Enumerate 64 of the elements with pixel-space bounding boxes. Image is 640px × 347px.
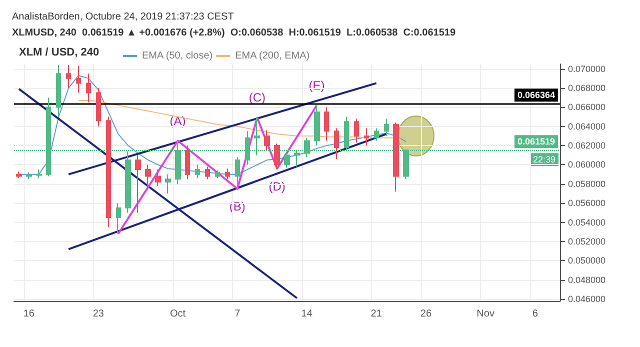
candlestick	[324, 106, 329, 142]
x-tick-label: 26	[420, 308, 432, 320]
x-tick-label: 7	[234, 308, 241, 320]
y-tick-label: 0.070000	[568, 64, 606, 74]
candlestick	[274, 143, 280, 170]
candlestick	[116, 202, 121, 234]
y-tick-label: 0.046000	[568, 294, 606, 304]
candlestick	[145, 164, 151, 186]
line-series	[117, 104, 318, 235]
text: XLMUSD, 240 0.061519 ▲ +0.001676 (+2.8%) O:0.060538 H:0.061519 L:0.060538 C:0.061519	[12, 28, 456, 38]
candlestick	[334, 128, 339, 160]
candlestick	[314, 104, 320, 146]
candlestick	[284, 152, 290, 168]
y-tick-label: 0.054000	[568, 217, 606, 228]
candlestick	[215, 170, 220, 179]
x-tick-label: 23	[92, 308, 104, 320]
chart-subtitle: AnalistaBorden, Octubre 24, 2019 21:37:23 CEST	[12, 12, 234, 22]
candlestick	[354, 118, 359, 144]
x-tick-label: Oct	[170, 308, 186, 320]
y-tick-label: 0.066000	[568, 102, 606, 112]
candlestick	[393, 122, 399, 192]
candlestick	[165, 174, 171, 194]
ref-line-label: 0.061519	[517, 136, 555, 147]
y-tick-label: 0.048000	[568, 274, 606, 285]
candlestick	[235, 156, 240, 190]
chart-title: XLM / USD, 240	[19, 46, 100, 58]
x-tick-label: 14	[301, 308, 313, 320]
candlestick	[66, 64, 71, 88]
y-tick-label: 0.058000	[568, 178, 606, 189]
candlestick	[16, 170, 22, 179]
annotation: 22:39	[533, 154, 556, 165]
candlestick	[56, 64, 61, 118]
y-tick-label: 0.050000	[568, 256, 606, 266]
y-tick-label: 0.052000	[568, 236, 606, 247]
annotation: (C)	[248, 90, 266, 105]
candlestick	[76, 65, 81, 94]
y-tick-label: 0.060000	[568, 160, 606, 170]
candlestick	[364, 128, 369, 146]
x-tick-label: 6	[532, 308, 538, 320]
candlestick	[195, 164, 200, 179]
candlestick	[106, 116, 111, 228]
ref-line-label: 0.066364	[517, 90, 555, 100]
y-tick-label: 0.064000	[568, 121, 606, 132]
candlestick	[205, 166, 210, 180]
legend-label: EMA (50, close)	[142, 50, 213, 62]
x-tick-label: 16	[23, 308, 35, 320]
candlestick	[374, 128, 379, 142]
candlestick	[185, 145, 190, 180]
y-tick-label: 0.062000	[568, 140, 606, 151]
x-tick-label: 21	[370, 308, 382, 320]
candlestick	[125, 150, 131, 214]
candlestick	[155, 169, 161, 186]
x-tick-label: Nov	[476, 308, 494, 320]
candlestick	[264, 130, 270, 151]
candlestick	[225, 168, 230, 180]
candlestick	[26, 172, 32, 180]
legend-label: EMA (200, EMA)	[235, 50, 310, 62]
candlestick	[36, 169, 42, 179]
candlestick	[86, 73, 91, 103]
y-tick-label: 0.056000	[568, 198, 606, 208]
candlestick	[96, 87, 101, 127]
candlestick	[384, 118, 389, 136]
y-tick-label: 0.068000	[568, 82, 606, 93]
candlestick	[135, 154, 141, 214]
